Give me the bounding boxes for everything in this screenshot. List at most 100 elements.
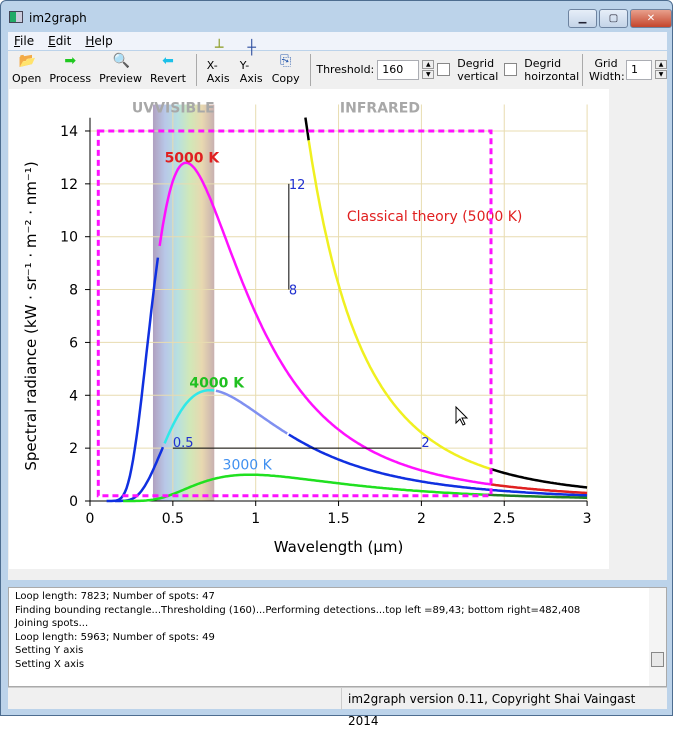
x-axis-label: Wavelength (µm) [274, 538, 404, 556]
y-tick-label: 12 [60, 177, 78, 193]
log-line: Setting X axis [15, 658, 85, 670]
separator [195, 54, 197, 86]
image-canvas[interactable]: 0 0.5 1 1.5 2 2.5 3 0 2 4 6 8 10 12 14 Wavelength (µm) S… [8, 88, 667, 580]
menu-help[interactable]: Help [85, 34, 113, 48]
series-label-5000k: 5000 K [165, 151, 221, 167]
curve-5000k [490, 483, 588, 495]
x-tick-label: 1 [251, 511, 260, 527]
series-label-3000k: 3000 K [223, 457, 273, 473]
arrow-right-icon: ➡ [64, 53, 77, 69]
revert-button[interactable]: ⬅ Revert [146, 51, 190, 88]
log-line: Setting Y axis [15, 645, 84, 656]
y-axis-icon: ┼ [247, 40, 256, 56]
scroll-thumb[interactable] [651, 652, 664, 667]
window-title-text: im2graph [29, 11, 87, 25]
preview-button[interactable]: 🔍 Preview [95, 51, 146, 88]
separator [582, 54, 584, 86]
open-folder-icon: 📂 [18, 53, 37, 69]
x-tick-label: 0 [86, 511, 95, 527]
curve-5000k [158, 161, 492, 486]
threshold-spinner[interactable]: ▲ ▼ [422, 60, 435, 79]
window-title: im2graph [9, 11, 87, 25]
curve-4000k [114, 446, 165, 503]
threshold-label: Threshold: [316, 63, 375, 76]
log-line: Loop length: 5963; Number of spots: 49 [15, 631, 215, 643]
log-scrollbar[interactable] [649, 588, 666, 686]
x-tick-label: 2.5 [493, 511, 515, 527]
uv-label: UV [132, 100, 154, 116]
y-tick-label: 4 [69, 388, 78, 404]
y-tick-label: 10 [60, 230, 78, 246]
curve-classical [307, 140, 492, 471]
magnifier-icon: 🔍 [112, 53, 130, 69]
y-marker-high: 12 [289, 178, 306, 193]
toolbar: 📂 Open ➡ Process 🔍 Preview ⬅ Revert ┴ X-Axis ┼ Y-Ax… [8, 40, 668, 88]
minimize-button[interactable]: ▁ [568, 9, 597, 28]
curve-5000k [106, 257, 160, 503]
threshold-input[interactable]: 160 [377, 59, 420, 80]
curve-4000k [288, 433, 588, 497]
degrid-horizontal-checkbox[interactable] [504, 63, 518, 76]
curve-classical [304, 117, 310, 141]
y-tick-label: 2 [69, 441, 78, 457]
copy-button[interactable]: ⎘ Copy [268, 51, 304, 88]
x-tick-label: 0.5 [162, 511, 184, 527]
x-tick-label: 3 [583, 511, 592, 527]
mouse-cursor-icon [455, 405, 469, 426]
y-axis-button[interactable]: ┼ Y-Axis [236, 40, 268, 88]
grid-width-spinner[interactable]: ▲ ▼ [655, 60, 668, 79]
y-axis-label: Spectral radiance (kW · sr⁻¹ · m⁻² · nm⁻… [22, 161, 40, 470]
menu-bar: File Edit Help [8, 32, 667, 50]
degrid-vertical-label: Degrid vertical [457, 56, 499, 83]
x-marker-low: 0.5 [173, 436, 194, 451]
bounding-rectangle [96, 129, 493, 498]
app-icon [9, 11, 23, 23]
process-button[interactable]: ➡ Process [45, 51, 95, 88]
curve-4000k [163, 388, 215, 444]
y-tick-label: 14 [60, 124, 78, 140]
button-label: Copy [271, 72, 300, 85]
log-line: Loop length: 7823; Number of spots: 47 [15, 591, 215, 602]
status-bar: im2graph version 0.11, Copyright Shai Va… [8, 687, 667, 728]
menu-edit[interactable]: Edit [48, 34, 72, 48]
curve-classical [490, 467, 588, 489]
y-tick-label: 0 [69, 494, 78, 510]
visible-label: VISIBLE [154, 100, 215, 116]
y-tick-label: 8 [69, 283, 78, 299]
button-label: X-Axis [206, 59, 230, 85]
menu-file[interactable]: File [14, 34, 35, 48]
x-marker-high: 2 [421, 436, 429, 451]
grid-width-input[interactable]: 1 [626, 59, 653, 80]
degrid-horizontal-label: Degrid hoirzontal [524, 56, 580, 83]
series-label-classical: Classical theory (5000 K) [347, 209, 523, 225]
curve-3000k [123, 473, 488, 503]
series-label-4000k: 4000 K [189, 375, 245, 391]
close-button[interactable]: ✕ [630, 9, 672, 28]
arrow-left-icon: ⬅ [162, 53, 174, 69]
separator [309, 54, 311, 86]
curve-3000k [487, 493, 588, 499]
log-output: Loop length: 7823; Number of spots: 47 F… [8, 587, 667, 687]
y-marker-low: 8 [289, 284, 297, 299]
x-tick-label: 2 [417, 511, 426, 527]
open-button[interactable]: 📂 Open [8, 51, 45, 88]
visible-spectrum-band [152, 104, 215, 502]
status-text: im2graph version 0.11, Copyright Shai Va… [341, 688, 667, 728]
log-line: Joining spots... [15, 618, 89, 629]
graph-image[interactable]: 0 0.5 1 1.5 2 2.5 3 0 2 4 6 8 10 12 14 Wavelength (µm) S… [9, 89, 609, 569]
curve-4000k [215, 389, 288, 435]
log-line: Finding bounding rectangle...Thresholdin… [15, 604, 581, 616]
x-axis-button[interactable]: ┴ X-Axis [203, 40, 236, 88]
button-label: Open [12, 72, 42, 85]
x-tick-label: 1.5 [327, 511, 349, 527]
infrared-label: INFRARED [340, 100, 420, 116]
button-label: Revert [149, 72, 186, 85]
button-label: Y-Axis [239, 59, 263, 85]
maximize-button[interactable]: ▢ [599, 9, 628, 28]
copy-icon: ⎘ [280, 53, 292, 69]
button-label: Preview [99, 72, 142, 85]
y-tick-label: 6 [69, 335, 78, 351]
degrid-vertical-checkbox[interactable] [437, 63, 451, 76]
grid-width-label: Grid Width: [589, 56, 625, 83]
